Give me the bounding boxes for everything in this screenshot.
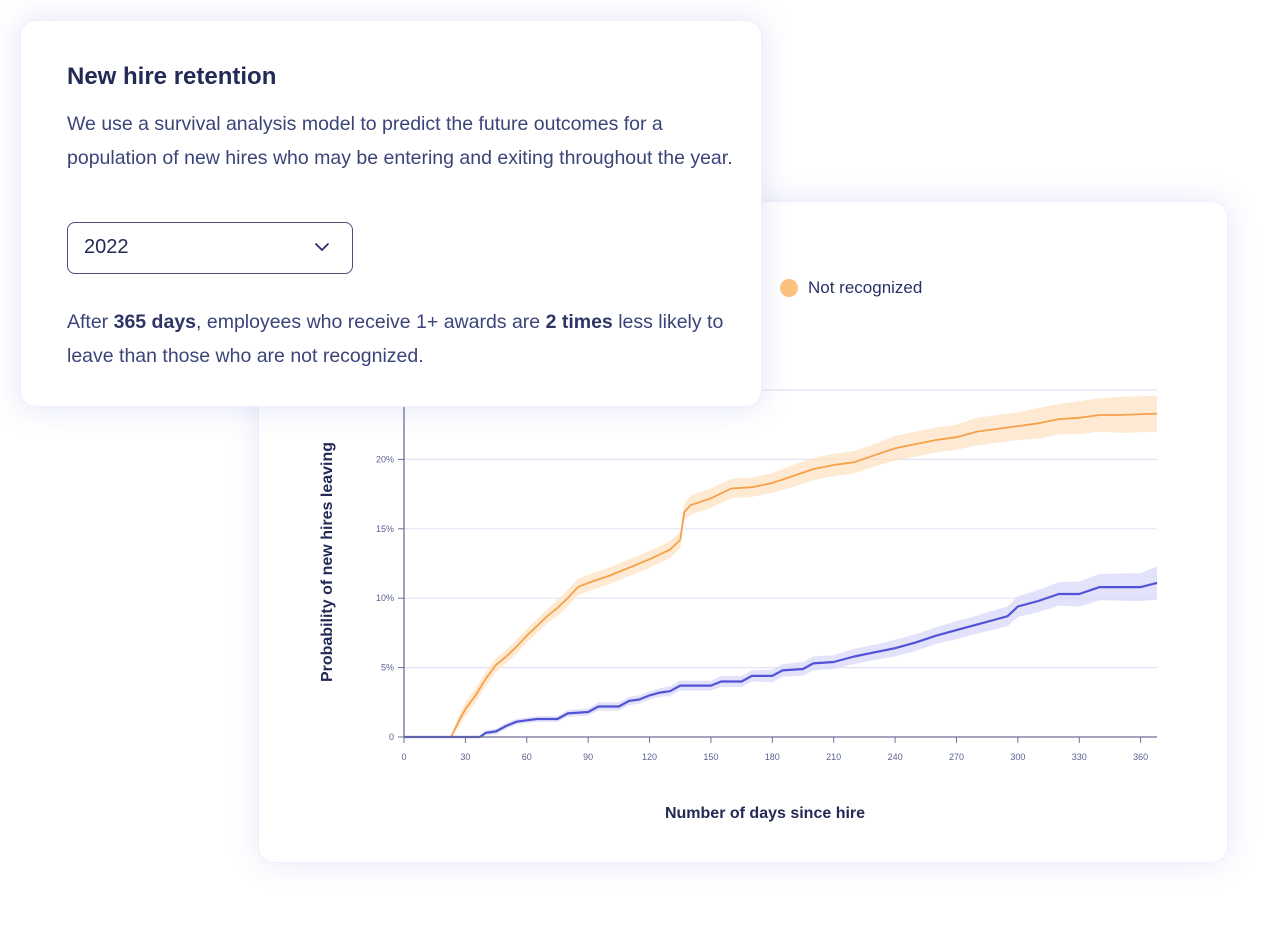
x-tick-label: 210	[826, 752, 841, 762]
x-tick-label: 240	[888, 752, 903, 762]
summary-part1: After	[67, 311, 114, 333]
chevron-down-icon	[314, 242, 330, 252]
survival-chart: 0 30 60 90 120 150 180 210 240 270 300 330 360 0 5% 10%…	[319, 388, 1158, 822]
x-tick-label: 300	[1010, 752, 1025, 762]
summary-ratio: 2 times	[545, 311, 613, 333]
confidence-band-1	[404, 566, 1157, 737]
year-select[interactable]: 2022	[67, 222, 353, 274]
legend-label-not-recognized: Not recognized	[808, 278, 923, 297]
info-card: New hire retention We use a survival ana…	[20, 20, 762, 407]
summary-text: After 365 days, employees who receive 1+…	[67, 305, 747, 373]
y-tick-label: 5%	[381, 663, 394, 673]
summary-days: 365 days	[113, 311, 197, 333]
legend-dot-not-recognized	[780, 279, 798, 297]
x-tick-label: 0	[401, 752, 406, 762]
x-tick-label: 330	[1072, 752, 1087, 762]
x-tick-label: 150	[703, 752, 718, 762]
legend: Not recognized	[780, 278, 922, 298]
x-tick-label: 120	[642, 752, 657, 762]
summary-part2: , employees who receive 1+ awards are	[196, 311, 546, 333]
x-tick-label: 60	[522, 752, 532, 762]
x-axis-label: Number of days since hire	[665, 805, 865, 822]
series-line-1	[404, 581, 1158, 739]
y-axis-label: Probability of new hires leaving	[319, 442, 336, 682]
summary-part3: less likely to leave than those who are …	[67, 311, 724, 367]
x-tick-label: 180	[765, 752, 780, 762]
x-tick-label: 30	[460, 752, 470, 762]
y-tick-label: 10%	[376, 593, 394, 603]
x-tick-label: 90	[583, 752, 593, 762]
confidence-band-0	[404, 395, 1157, 737]
x-tick-label: 360	[1133, 752, 1148, 762]
y-tick-label: 20%	[376, 454, 394, 464]
year-select-value: 2022	[84, 236, 129, 258]
x-tick-label: 270	[949, 752, 964, 762]
series-line-0	[404, 412, 1158, 738]
y-tick-label: 15%	[376, 524, 394, 534]
y-tick-label: 0	[389, 732, 394, 742]
card-title: New hire retention	[67, 63, 277, 90]
card-description: We use a survival analysis model to pred…	[67, 113, 733, 169]
